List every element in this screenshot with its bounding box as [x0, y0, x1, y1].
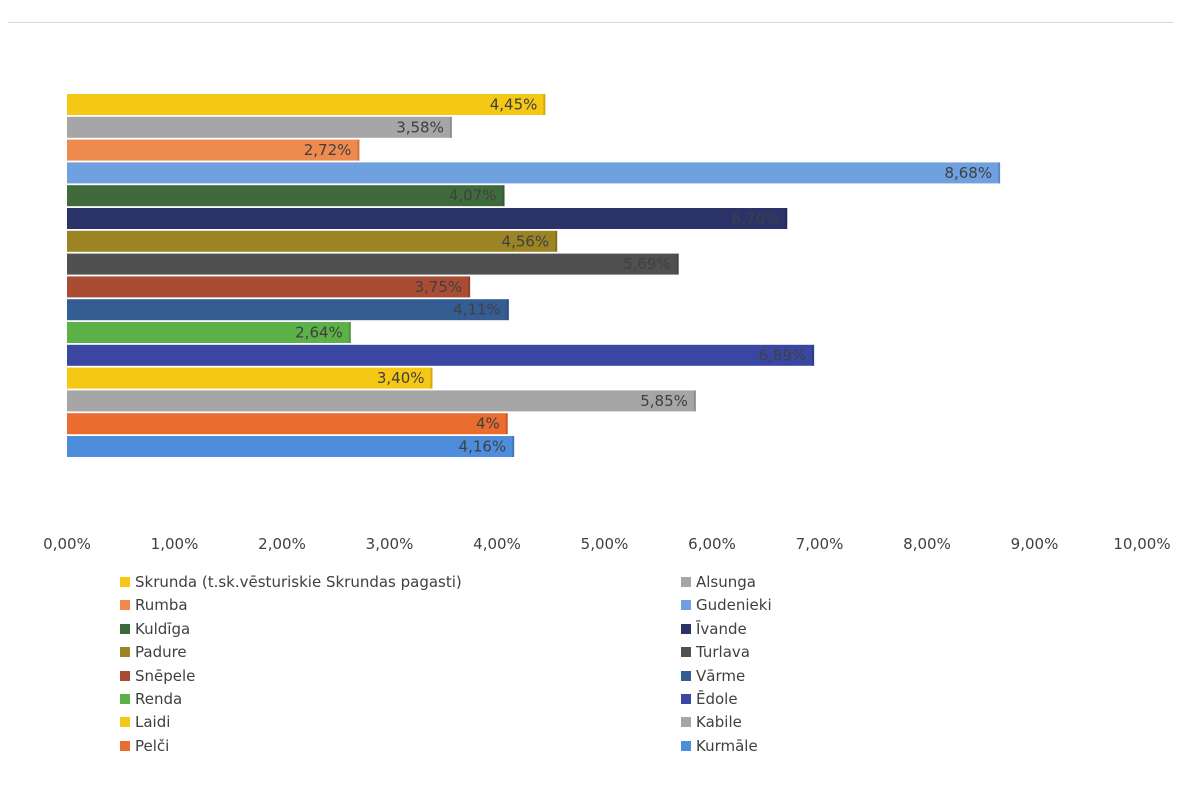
bar-data-label: 2,72% — [304, 141, 352, 159]
bar-group: 4% — [67, 413, 508, 435]
bar-data-label: 3,75% — [414, 278, 462, 296]
bar-shade — [348, 322, 351, 343]
bar-shade — [505, 413, 508, 435]
bar-group: 5,69% — [67, 253, 679, 275]
bar-data-label: 4,11% — [453, 301, 501, 319]
x-tick-label: 10,00% — [1113, 535, 1170, 553]
bar-chart: 4,45% 3,58% 2,72% 8,68% 4,07% 6,70% 4,56% 5,69%… — [43, 94, 1171, 553]
bar-shade — [998, 162, 1001, 184]
bar — [67, 344, 815, 366]
bar-group: 2,72% — [67, 139, 360, 161]
bar-group: 4,56% — [67, 230, 558, 252]
bar-data-label: 4,56% — [502, 232, 550, 250]
bar-shade — [543, 94, 546, 115]
bar — [67, 162, 1001, 184]
bar-data-label: 6,70% — [732, 210, 780, 228]
bar — [67, 230, 558, 252]
x-tick-label: 3,00% — [366, 535, 414, 553]
bar-shade — [693, 390, 696, 412]
bar-data-label: 3,40% — [377, 369, 425, 387]
bar-data-label: 8,68% — [944, 164, 992, 182]
bar — [67, 367, 433, 389]
bar — [67, 139, 360, 161]
bar-shade — [449, 116, 452, 138]
bar-shade — [812, 344, 815, 366]
bar-shade — [785, 208, 788, 229]
x-tick-label: 7,00% — [796, 535, 844, 553]
bar-data-label: 5,85% — [640, 392, 688, 410]
bar-data-label: 2,64% — [295, 324, 343, 342]
x-tick-label: 1,00% — [151, 535, 199, 553]
bar — [67, 185, 505, 207]
bar-group: 6,70% — [67, 208, 788, 229]
bar-group: 6,89% — [67, 344, 815, 366]
bar-shade — [357, 139, 360, 161]
bar — [67, 299, 509, 321]
bar — [67, 436, 515, 457]
bar-group: 3,75% — [67, 276, 471, 298]
bar-group: 8,68% — [67, 162, 1001, 184]
bar-group: 4,11% — [67, 299, 509, 321]
x-tick-label: 5,00% — [581, 535, 629, 553]
x-tick-label: 6,00% — [688, 535, 736, 553]
bar — [67, 322, 351, 343]
bar — [67, 208, 788, 229]
bar-data-label: 6,89% — [758, 346, 806, 364]
bar — [67, 276, 471, 298]
bar-shade — [468, 276, 471, 298]
bar-data-label: 4,45% — [490, 96, 538, 114]
bar-group: 5,85% — [67, 390, 696, 412]
bar-group: 4,07% — [67, 185, 505, 207]
bar-data-label: 4,16% — [459, 438, 507, 456]
bar-group: 2,64% — [67, 322, 351, 343]
bar-shade — [430, 367, 433, 389]
bar-data-label: 3,58% — [396, 118, 444, 136]
bar-data-label: 5,69% — [623, 255, 671, 273]
bar-data-label: 4% — [476, 415, 500, 433]
bar-group: 4,16% — [67, 436, 515, 457]
bar-shade — [676, 253, 679, 275]
x-tick-label: 8,00% — [903, 535, 951, 553]
bar-data-label: 4,07% — [449, 187, 497, 205]
x-tick-label: 9,00% — [1011, 535, 1059, 553]
bar-shade — [555, 230, 558, 252]
x-tick-label: 4,00% — [473, 535, 521, 553]
bar-shade — [502, 185, 505, 207]
bar-group: 3,40% — [67, 367, 433, 389]
bar — [67, 413, 508, 435]
bar — [67, 390, 696, 412]
bar — [67, 253, 679, 275]
bar-shade — [512, 436, 515, 457]
bar-group: 4,45% — [67, 94, 546, 115]
bar-shade — [506, 299, 509, 321]
bar-group: 3,58% — [67, 116, 452, 138]
bar — [67, 94, 546, 115]
x-tick-label: 2,00% — [258, 535, 306, 553]
bar — [67, 116, 452, 138]
x-tick-label: 0,00% — [43, 535, 91, 553]
chart-frame: 4,45% 3,58% 2,72% 8,68% 4,07% 6,70% 4,56% 5,69%… — [8, 22, 1173, 797]
